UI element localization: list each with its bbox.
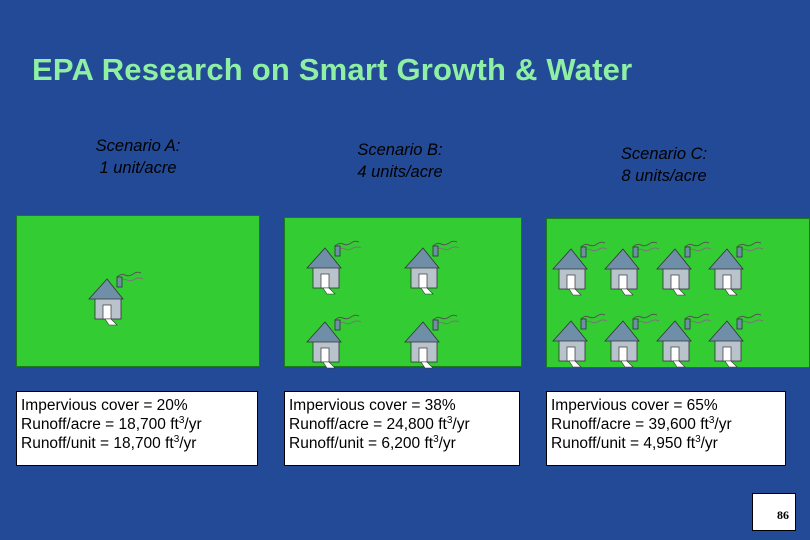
scenario-b-stats: Impervious cover = 38% Runoff/acre = 24,… xyxy=(284,391,520,466)
house-icon xyxy=(655,231,715,297)
house-icon xyxy=(305,304,365,370)
scenario-a-impervious: Impervious cover = 20% xyxy=(21,397,188,414)
scenario-a-runoff-unit: Runoff/unit = 18,700 ft3/yr xyxy=(21,433,197,452)
scenario-a-density: 1 unit/acre xyxy=(99,159,177,177)
scenario-c-name: Scenario C: xyxy=(620,145,708,163)
scenario-a-stats: Impervious cover = 20% Runoff/acre = 18,… xyxy=(16,391,258,466)
scenario-b-impervious: Impervious cover = 38% xyxy=(289,397,456,414)
slide-title: EPA Research on Smart Growth & Water xyxy=(32,52,633,87)
scenario-a-name: Scenario A: xyxy=(95,137,181,155)
house-icon xyxy=(707,231,767,297)
scenario-c-runoff-unit: Runoff/unit = 4,950 ft3/yr xyxy=(551,433,718,452)
scenario-c-stats: Impervious cover = 65% Runoff/acre = 39,… xyxy=(546,391,786,466)
scenario-b-name: Scenario B: xyxy=(357,141,443,159)
scenario-c-runoff-acre: Runoff/acre = 39,600 ft3/yr xyxy=(551,414,732,433)
scenario-c-impervious: Impervious cover = 65% xyxy=(551,397,718,414)
scenario-a-label: Scenario A: 1 unit/acre xyxy=(38,135,238,179)
house-icon xyxy=(305,230,365,296)
house-icon xyxy=(551,303,611,369)
house-icon xyxy=(603,303,663,369)
house-icon xyxy=(87,261,147,327)
scenario-b-runoff-unit: Runoff/unit = 6,200 ft3/yr xyxy=(289,433,456,452)
scenario-b-density: 4 units/acre xyxy=(357,163,443,181)
scenario-b-label: Scenario B: 4 units/acre xyxy=(300,139,500,183)
scenario-b-lot xyxy=(284,217,522,370)
scenario-b-runoff-acre: Runoff/acre = 24,800 ft3/yr xyxy=(289,414,470,433)
scenario-a-lot xyxy=(16,215,260,367)
house-icon xyxy=(707,303,767,369)
scenario-c-label: Scenario C: 8 units/acre xyxy=(564,143,764,187)
house-icon xyxy=(403,304,463,370)
scenario-c-density: 8 units/acre xyxy=(621,167,707,185)
page-number: 86 xyxy=(752,493,796,531)
house-icon xyxy=(403,230,463,296)
scenario-a-runoff-acre: Runoff/acre = 18,700 ft3/yr xyxy=(21,414,202,433)
house-icon xyxy=(551,231,611,297)
house-icon xyxy=(655,303,715,369)
scenario-c-lot xyxy=(546,218,810,368)
house-icon xyxy=(603,231,663,297)
